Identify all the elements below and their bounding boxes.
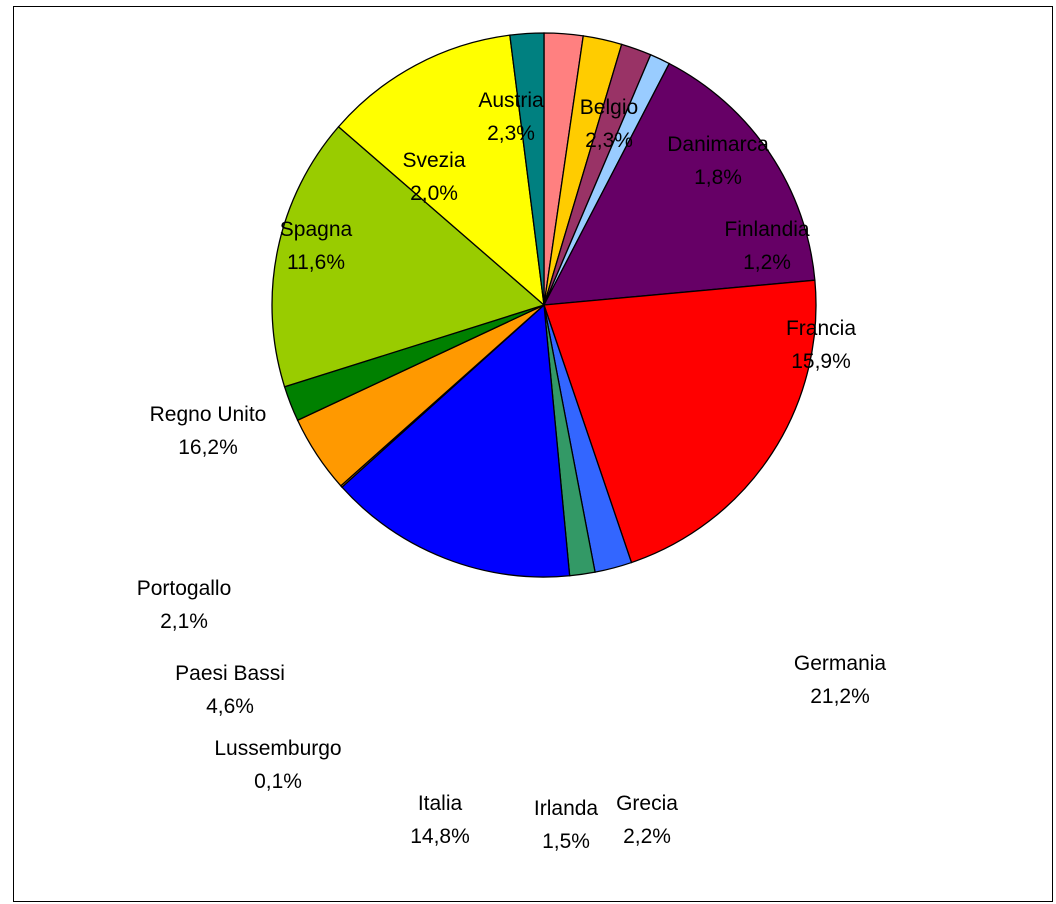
slice-value-irlanda: 1,5% <box>542 830 590 853</box>
slice-label-regno-unito: Regno Unito <box>150 403 267 426</box>
pie-chart: Austria 2,3% Belgio 2,3% Danimarca 1,8% Finlan… <box>137 32 887 853</box>
slice-value-spagna: 11,6% <box>287 251 345 274</box>
pie-slice-spagna <box>337 34 545 307</box>
pie-slice-regno-unito <box>271 125 546 388</box>
slice-label-belgio: Belgio <box>580 96 638 119</box>
slice-value-regno-unito: 16,2% <box>178 436 238 459</box>
slice-value-portogallo: 2,1% <box>160 610 208 633</box>
pie-slice-francia <box>542 62 816 306</box>
slice-label-italia: Italia <box>418 792 463 815</box>
slice-label-svezia: Svezia <box>402 149 465 172</box>
slice-label-finlandia: Finlandia <box>724 218 810 241</box>
slice-label-austria: Austria <box>478 89 544 112</box>
slice-value-germania: 21,2% <box>810 685 870 708</box>
pie-slice-italia <box>341 303 571 578</box>
slice-label-germania: Germania <box>794 652 887 675</box>
slice-value-grecia: 2,2% <box>623 825 671 848</box>
slice-label-portogallo: Portogallo <box>137 577 232 600</box>
pie-labels: Austria 2,3% Belgio 2,3% Danimarca 1,8% Finlan… <box>137 89 887 853</box>
slice-label-paesi-bassi: Paesi Bassi <box>175 662 285 685</box>
slice-label-lussemburgo: Lussemburgo <box>214 737 341 760</box>
slice-label-irlanda: Irlanda <box>534 797 599 820</box>
pie-slice-germania <box>543 279 817 564</box>
slice-label-francia: Francia <box>786 317 856 340</box>
pie-slice-svezia <box>509 32 545 306</box>
slice-value-austria: 2,3% <box>487 122 535 145</box>
pie-slices <box>271 32 817 578</box>
slice-label-spagna: Spagna <box>280 218 353 241</box>
slice-value-italia: 14,8% <box>410 825 470 848</box>
chart-frame: Austria 2,3% Belgio 2,3% Danimarca 1,8% Finlan… <box>13 6 1053 902</box>
slice-value-francia: 15,9% <box>791 350 851 373</box>
slice-value-paesi-bassi: 4,6% <box>206 695 254 718</box>
slice-label-grecia: Grecia <box>616 792 678 815</box>
slice-value-lussemburgo: 0,1% <box>254 770 302 793</box>
slice-value-finlandia: 1,2% <box>743 251 791 274</box>
slice-value-danimarca: 1,8% <box>694 166 742 189</box>
slice-value-svezia: 2,0% <box>410 182 458 205</box>
slice-value-belgio: 2,3% <box>585 129 633 152</box>
slice-label-danimarca: Danimarca <box>667 133 769 156</box>
